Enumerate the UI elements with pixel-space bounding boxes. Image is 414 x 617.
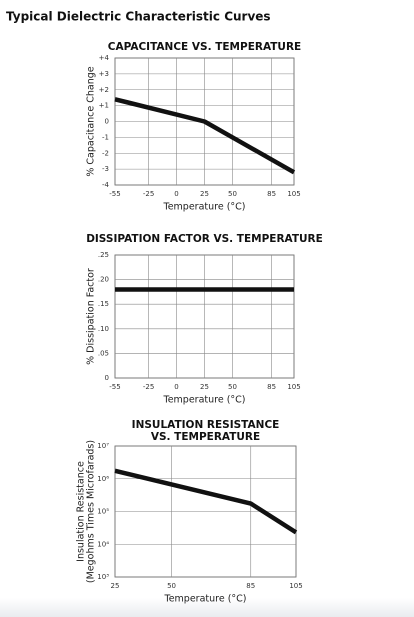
chart-title: VS. TEMPERATURE — [151, 431, 260, 443]
x-axis-title: Temperature (°C) — [163, 395, 246, 406]
y-tick-label: 10⁶ — [97, 475, 109, 483]
y-tick-label: 10⁴ — [97, 540, 109, 548]
x-tick-label: 25 — [111, 582, 120, 590]
y-tick-label: 0 — [105, 374, 109, 382]
y-tick-label: 10³ — [97, 573, 109, 581]
y-axis-title: (Megohms Times Microfarads) — [86, 440, 97, 583]
chart-title: CAPACITANCE VS. TEMPERATURE — [108, 41, 301, 53]
page-title: Typical Dielectric Characteristic Curves — [6, 10, 271, 24]
y-tick-label: 10⁷ — [97, 442, 109, 450]
x-tick-label: 50 — [228, 190, 237, 198]
y-tick-label: +2 — [99, 86, 109, 94]
y-tick-label: +1 — [99, 102, 109, 110]
x-tick-label: -55 — [109, 190, 120, 198]
x-tick-label: -25 — [143, 383, 154, 391]
x-tick-label: -25 — [143, 190, 154, 198]
x-tick-label: -55 — [109, 383, 120, 391]
chart-title: INSULATION RESISTANCE — [132, 419, 280, 431]
x-tick-label: 85 — [267, 383, 276, 391]
x-tick-label: 105 — [287, 190, 300, 198]
x-tick-label: 25 — [200, 190, 209, 198]
data-line — [114, 468, 298, 535]
x-tick-label: 105 — [289, 582, 302, 590]
x-tick-label: 50 — [167, 582, 176, 590]
y-tick-label: .15 — [98, 300, 109, 308]
y-tick-label: -1 — [102, 133, 109, 141]
chart-title: DISSIPATION FACTOR VS. TEMPERATURE — [86, 233, 323, 245]
y-tick-label: .05 — [98, 349, 109, 357]
x-tick-label: 85 — [267, 190, 276, 198]
x-tick-label: 0 — [174, 383, 178, 391]
x-tick-label: 105 — [287, 383, 300, 391]
x-axis-title: Temperature (°C) — [164, 594, 247, 605]
data-line — [114, 97, 296, 175]
y-tick-label: 10⁵ — [97, 508, 109, 516]
footer-band — [0, 598, 414, 617]
y-tick-label: -4 — [102, 181, 110, 189]
y-tick-label: .25 — [98, 251, 109, 259]
y-tick-label: 0 — [105, 118, 109, 126]
x-tick-label: 85 — [246, 582, 255, 590]
y-axis-title: % Capacitance Change — [86, 66, 97, 176]
y-tick-label: +3 — [99, 70, 109, 78]
y-tick-label: .10 — [98, 325, 109, 333]
y-axis-title: Insulation Resistance — [76, 461, 87, 562]
x-tick-label: 25 — [200, 383, 209, 391]
y-tick-label: +4 — [99, 54, 110, 62]
y-tick-label: .20 — [98, 276, 109, 284]
x-tick-label: 0 — [174, 190, 178, 198]
y-axis-title: % Dissipation Factor — [86, 268, 97, 365]
x-tick-label: 50 — [228, 383, 237, 391]
x-axis-title: Temperature (°C) — [163, 202, 246, 213]
y-tick-label: -2 — [102, 149, 109, 157]
y-tick-label: -3 — [102, 165, 109, 173]
